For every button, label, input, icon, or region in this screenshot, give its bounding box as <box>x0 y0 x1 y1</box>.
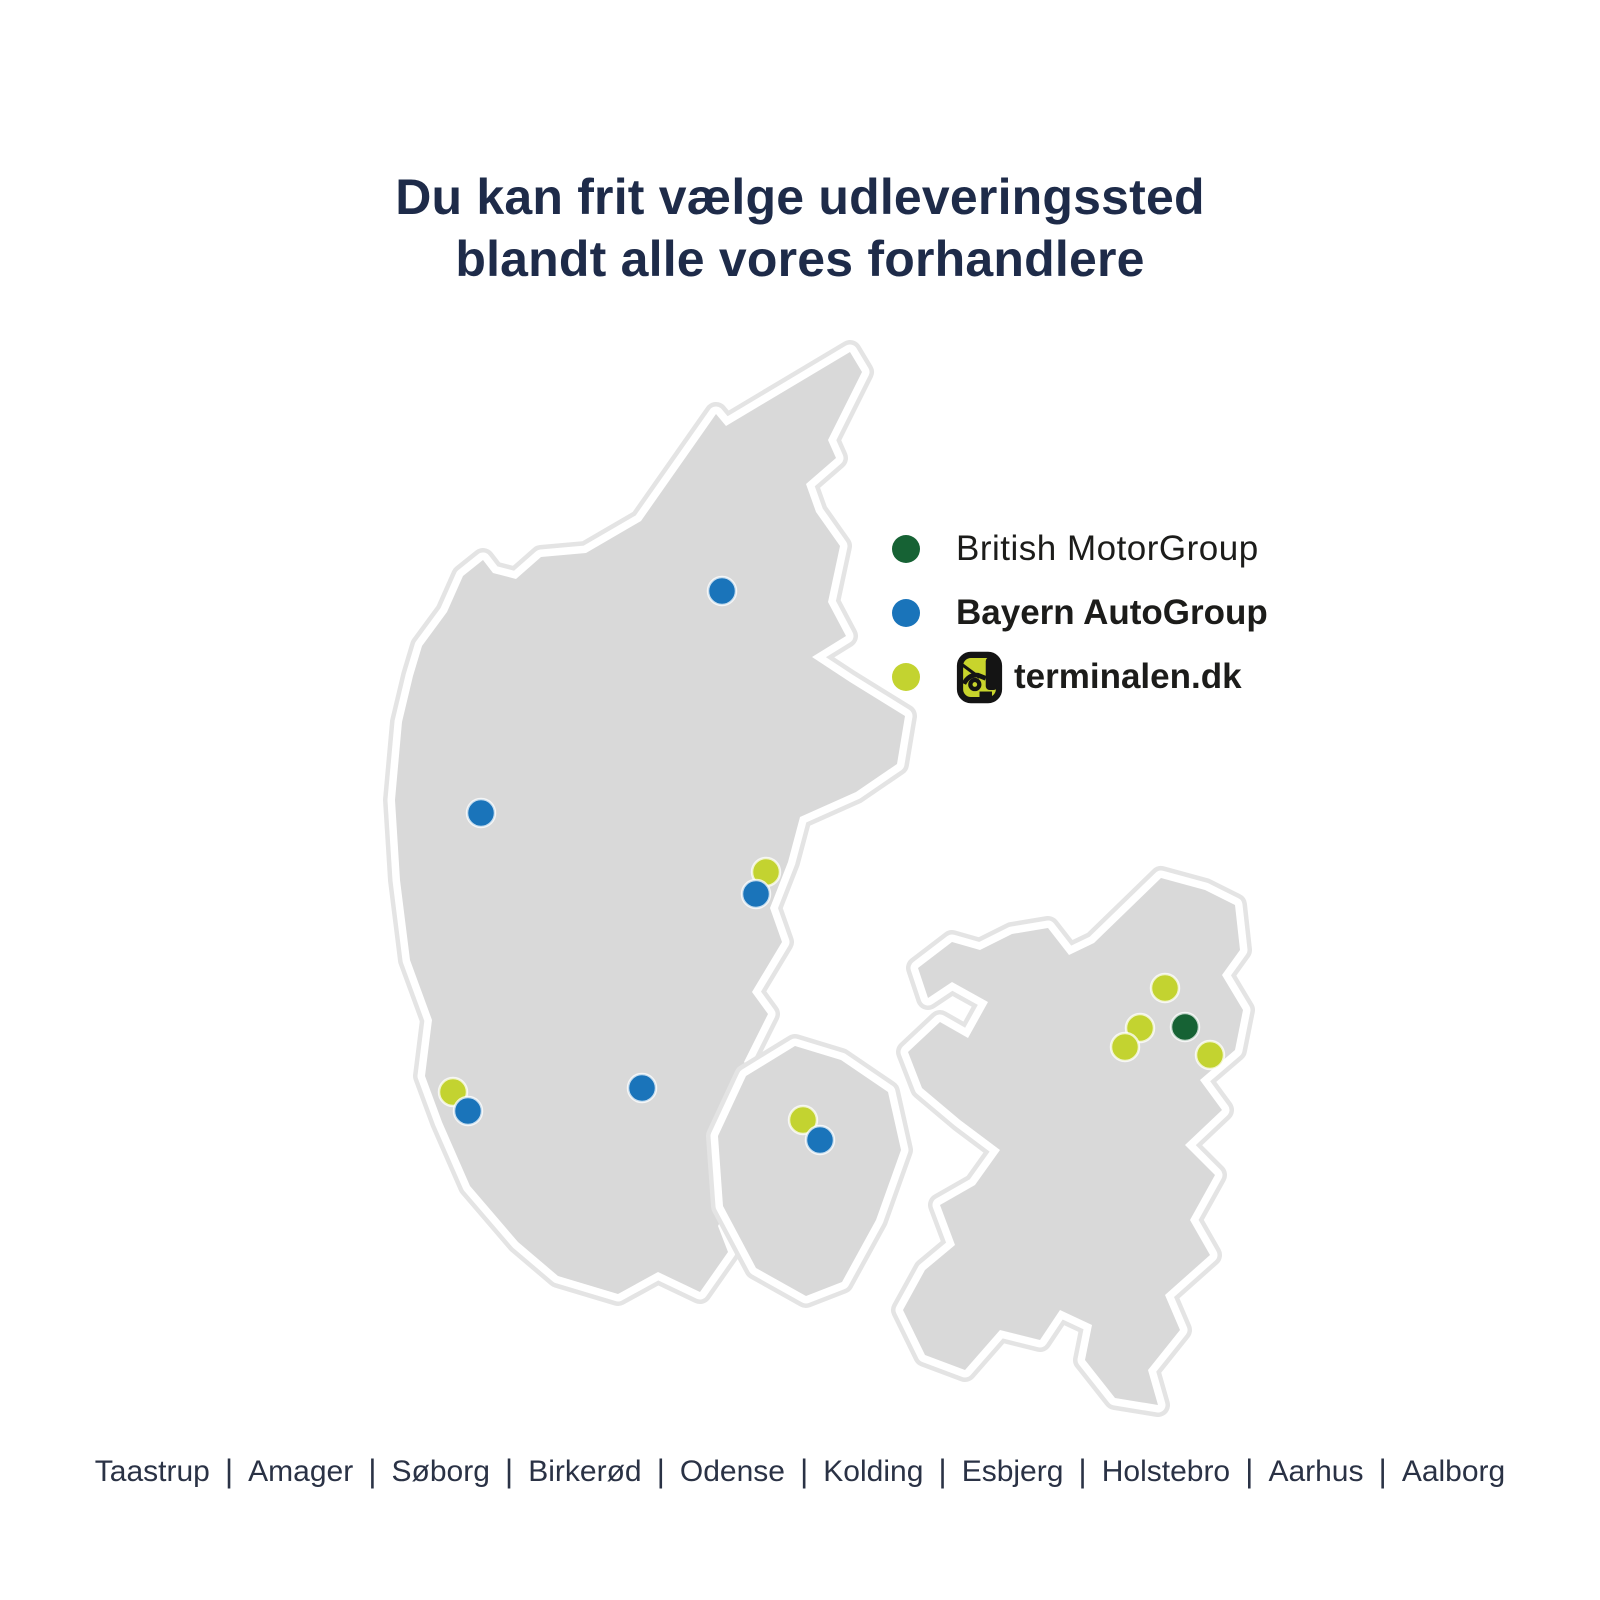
city-separator: | <box>224 1453 234 1489</box>
map-dots-layer <box>437 575 1226 1156</box>
funen-land <box>718 1046 901 1296</box>
legend-item-british-motorgroup: British MotorGroup <box>892 517 1268 581</box>
map-landmasses <box>383 340 1255 1417</box>
map-dot-terminalen-dk <box>1109 1031 1141 1063</box>
city-separator: | <box>504 1453 514 1489</box>
page-title-line2: blandt alle vores forhandlere <box>455 230 1145 287</box>
city-separator: | <box>1078 1453 1087 1489</box>
page-title: Du kan frit vælge udleveringssted blandt… <box>0 166 1600 290</box>
map-dot-bayern-autogroup <box>804 1124 836 1156</box>
map-dot-bayern-autogroup <box>740 878 772 910</box>
city-separator: | <box>1378 1453 1387 1489</box>
legend-label: Bayern AutoGroup <box>956 593 1268 632</box>
terminalen-dot-icon <box>892 663 920 691</box>
map-dot-bayern-autogroup <box>626 1072 658 1104</box>
page-title-line1: Du kan frit vælge udleveringssted <box>395 168 1205 225</box>
footer-city: Aarhus <box>1268 1455 1364 1488</box>
footer-city: Søborg <box>391 1455 490 1488</box>
bayern-autogroup-dot-icon <box>892 599 920 627</box>
footer-city: Odense <box>679 1455 785 1488</box>
british-motorgroup-dot-icon <box>892 535 920 563</box>
map-dot-bayern-autogroup <box>706 575 738 607</box>
map-dot-british-motorgroup <box>1169 1011 1201 1043</box>
zealand-land <box>903 878 1243 1405</box>
footer-city: Birkerød <box>528 1455 642 1488</box>
footer-city: Taastrup <box>94 1455 210 1488</box>
map-dot-bayern-autogroup <box>465 797 497 829</box>
footer-city: Holstebro <box>1101 1455 1231 1488</box>
legend-label: British MotorGroup <box>956 529 1259 568</box>
footer-city: Aalborg <box>1401 1455 1506 1488</box>
legend-item-bayern-autogroup: Bayern AutoGroup <box>892 581 1268 645</box>
map-dot-terminalen-dk <box>787 1104 819 1136</box>
legend-label: terminalen.dk <box>1014 657 1242 696</box>
city-separator: | <box>1245 1453 1254 1489</box>
city-separator: | <box>938 1453 947 1489</box>
dealer-cities-list: Taastrup | Amager | Søborg | Birkerød | Odense | K… <box>0 1452 1600 1489</box>
footer-city: Kolding <box>823 1455 924 1488</box>
map-dot-terminalen-dk <box>1149 972 1181 1004</box>
city-separator: | <box>368 1453 377 1489</box>
city-separator: | <box>656 1453 665 1489</box>
map-dot-bayern-autogroup <box>452 1095 484 1127</box>
map-dot-terminalen-dk <box>1194 1039 1226 1071</box>
legend-item-terminalen: terminalen.dk <box>892 645 1268 709</box>
footer-city: Amager <box>248 1455 354 1488</box>
footer-city: Esbjerg <box>961 1455 1064 1488</box>
terminalen-logo-icon <box>956 651 1003 703</box>
city-separator: | <box>799 1453 809 1489</box>
legend: British MotorGroup Bayern AutoGroup term… <box>892 517 1268 709</box>
jutland-land <box>395 352 905 1294</box>
